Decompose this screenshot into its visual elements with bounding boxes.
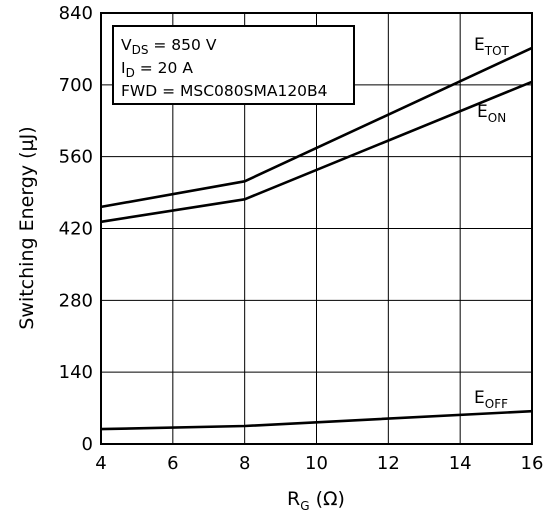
x-tick-label: 14 xyxy=(449,453,472,474)
x-tick-label: 12 xyxy=(377,453,400,474)
series-label-eon: EON xyxy=(477,102,506,125)
y-tick-label: 140 xyxy=(59,362,93,383)
y-tick-label: 840 xyxy=(59,3,93,24)
annotation-fwd: FWD = MSC080SMA120B4 xyxy=(121,82,328,100)
y-tick-label: 560 xyxy=(59,147,93,168)
annotation-box xyxy=(112,25,355,105)
x-tick-label: 10 xyxy=(305,453,328,474)
etot-line xyxy=(100,46,533,209)
tick-labels: 4 6 8 10 12 14 16 0 140 280 420 560 700 840 xyxy=(59,3,544,474)
x-tick-label: 8 xyxy=(239,453,250,474)
series-lines xyxy=(100,46,533,431)
eon-line xyxy=(100,80,533,224)
condition-annotation: VDS = 850 V ID = 20 A FWD = MSC080SMA120… xyxy=(112,25,355,105)
x-tick-label: 6 xyxy=(167,453,178,474)
x-axis-label: RG (Ω) xyxy=(287,488,345,513)
y-tick-label: 420 xyxy=(59,219,93,240)
y-tick-label: 0 xyxy=(82,434,93,455)
series-label-eoff: EOFF xyxy=(474,388,508,411)
x-tick-label: 16 xyxy=(521,453,544,474)
series-label-etot: ETOT xyxy=(474,35,510,58)
y-axis-label: Switching Energy (µJ) xyxy=(16,126,38,329)
plot-frame xyxy=(100,12,533,445)
y-tick-label: 280 xyxy=(59,290,93,311)
annotation-vds: VDS = 850 V xyxy=(121,36,217,57)
y-tick-label: 700 xyxy=(59,75,93,96)
x-tick-label: 4 xyxy=(95,453,106,474)
eoff-line xyxy=(100,409,533,431)
annotation-id: ID = 20 A xyxy=(121,59,193,80)
